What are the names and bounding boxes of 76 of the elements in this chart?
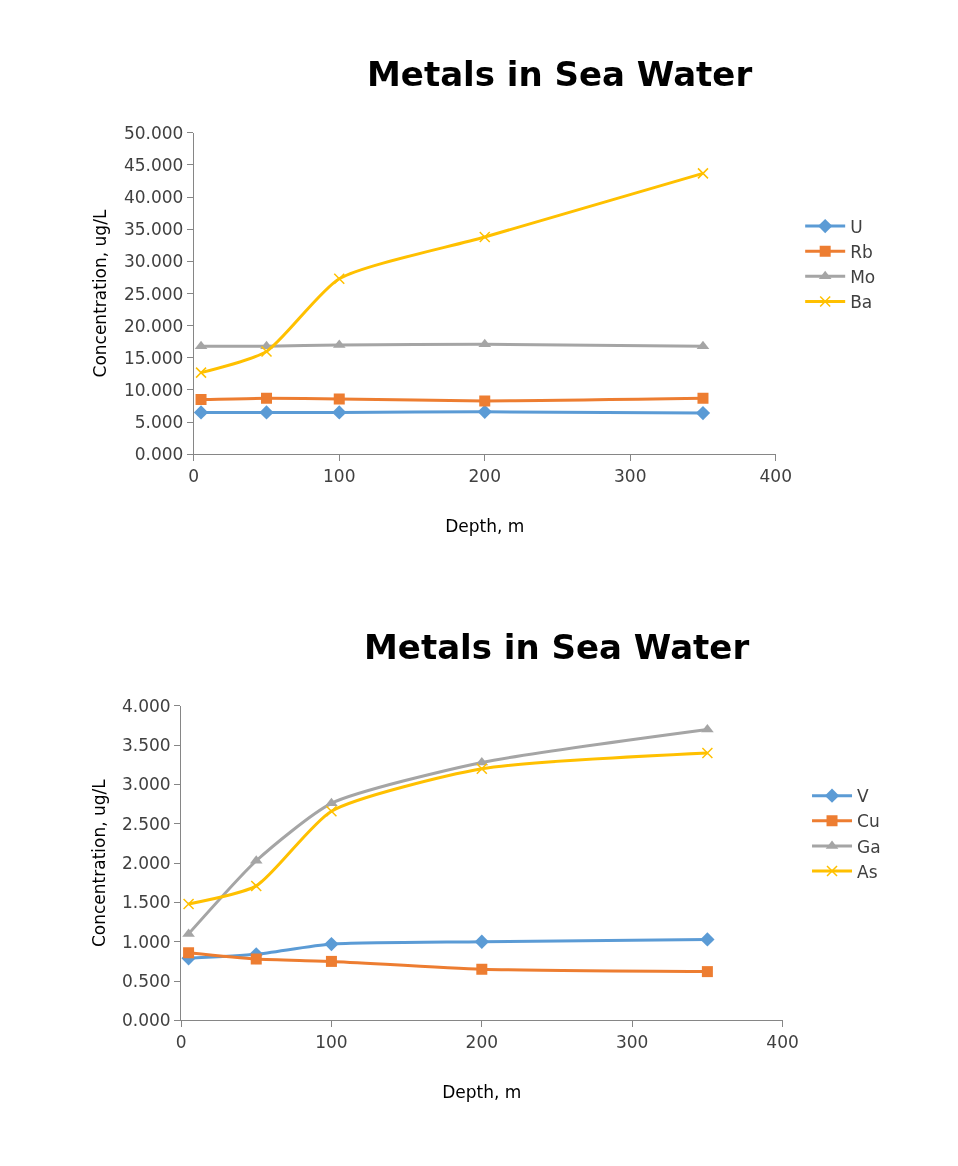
point [259, 405, 274, 420]
x-tick-label: 0 [188, 465, 200, 486]
chart-title: Metals in Sea Water [364, 627, 750, 667]
point [697, 392, 709, 404]
y-tick-label: 40.000 [123, 187, 184, 208]
point [182, 898, 195, 910]
x-tick-label: 100 [315, 1031, 348, 1052]
y-tick-label: 1.500 [121, 892, 171, 913]
legend-label: Rb [850, 241, 873, 262]
chart-title: Metals in Sea Water [367, 54, 753, 94]
point [474, 934, 489, 949]
point [701, 966, 713, 978]
y-tick-label: 35.000 [123, 219, 184, 240]
y-tick-label: 0.500 [121, 971, 171, 992]
point [193, 405, 209, 420]
x-axis-title: Depth, m [442, 1082, 522, 1103]
point [701, 747, 714, 759]
y-tick-label: 15.000 [123, 347, 184, 368]
legend-label: Ba [850, 292, 873, 313]
y-tick-label: 25.000 [123, 283, 184, 304]
point [695, 405, 711, 421]
x-tick-label: 300 [614, 465, 647, 486]
point [194, 340, 208, 350]
point [195, 366, 207, 379]
legend-label: Cu [857, 811, 880, 832]
point [183, 947, 195, 959]
y-tick-label: 1.000 [121, 931, 171, 952]
y-tick-label: 2.500 [121, 813, 171, 834]
x-tick-label: 400 [759, 465, 792, 486]
y-tick-label: 50.000 [123, 122, 184, 143]
point [479, 231, 491, 243]
point [250, 953, 262, 965]
point [476, 763, 488, 775]
point [478, 338, 492, 348]
x-tick-label: 400 [766, 1031, 799, 1052]
point [324, 936, 339, 952]
point [195, 394, 207, 406]
point [476, 963, 488, 975]
point [325, 805, 338, 817]
x-tick-label: 100 [323, 465, 356, 486]
point [697, 167, 709, 180]
legend-label: U [850, 216, 863, 237]
point [696, 340, 710, 350]
y-tick-label: 20.000 [123, 315, 184, 336]
y-tick-label: 2.000 [121, 853, 171, 874]
x-tick-label: 0 [175, 1031, 187, 1052]
x-axis-title: Depth, m [445, 516, 525, 537]
x-tick-label: 200 [468, 465, 501, 486]
point [325, 955, 337, 967]
legend-label: Mo [850, 266, 876, 287]
y-tick-label: 45.000 [123, 154, 184, 175]
y-axis-title: Concentration, ug/L [90, 209, 111, 378]
legend-label: Ga [857, 836, 881, 857]
point [477, 404, 492, 419]
point [250, 880, 262, 892]
y-tick-label: 30.000 [123, 251, 184, 272]
y-tick-label: 3.500 [121, 735, 171, 756]
point [261, 392, 273, 404]
y-axis-title: Concentration, ug/L [88, 778, 109, 948]
y-tick-label: 0.000 [121, 1010, 171, 1031]
legend-label: As [857, 861, 878, 882]
point [701, 723, 714, 733]
point [332, 405, 347, 420]
point [333, 393, 345, 405]
y-tick-label: 3.000 [121, 774, 171, 795]
x-tick-label: 300 [615, 1031, 649, 1052]
y-tick-label: 10.000 [123, 379, 184, 400]
point [325, 797, 338, 807]
point [333, 273, 346, 285]
point [479, 395, 491, 407]
y-tick-label: 4.000 [121, 695, 171, 716]
y-tick-label: 0.000 [134, 444, 184, 465]
y-tick-label: 5.000 [134, 412, 184, 433]
x-tick-label: 200 [465, 1031, 499, 1052]
legend-label: V [857, 786, 870, 807]
point [700, 932, 715, 947]
